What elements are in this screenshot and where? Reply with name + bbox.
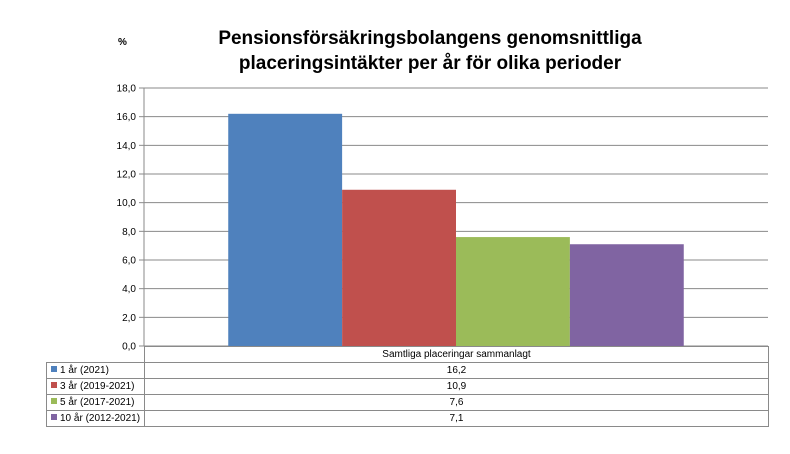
legend-entry: 1 år (2021) — [46, 362, 145, 379]
data-table-row: 5 år (2017-2021) 7,6 — [46, 394, 769, 411]
y-tick-label: 8,0 — [122, 227, 136, 238]
legend-swatch — [51, 398, 57, 405]
bar-2 — [342, 189, 456, 346]
data-value-label: 16,2 — [144, 362, 769, 379]
y-tick-label: 18,0 — [117, 84, 137, 95]
bar-1 — [228, 113, 343, 346]
legend-entry: 3 år (2019-2021) — [46, 378, 145, 395]
y-tick-label: 12,0 — [117, 170, 137, 181]
data-value-label: 7,6 — [144, 394, 769, 411]
y-axis-unit-label: % — [118, 37, 127, 48]
y-tick-label: 10,0 — [117, 198, 137, 209]
data-value-label: 10,9 — [144, 378, 769, 395]
legend-entry: 5 år (2017-2021) — [46, 394, 145, 411]
y-tick-label: 4,0 — [122, 284, 136, 295]
data-table-row: 1 år (2021) 16,2 — [46, 362, 769, 379]
legend-label: 1 år (2021) — [60, 365, 109, 376]
data-table: Samtliga placeringar sammanlagt 1 år (20… — [46, 346, 769, 427]
y-tick-label: 16,0 — [117, 112, 137, 123]
legend-label: 5 år (2017-2021) — [60, 397, 135, 408]
y-tick-label: 2,0 — [122, 313, 136, 324]
legend-swatch — [51, 382, 57, 389]
legend-label: 10 år (2012-2021) — [60, 413, 141, 424]
data-value-label: 7,1 — [144, 410, 769, 427]
legend-label: 3 år (2019-2021) — [60, 381, 135, 392]
chart-title: Pensionsförsäkringsbolangens genomsnittl… — [200, 26, 660, 76]
y-tick-label: 6,0 — [122, 256, 136, 267]
legend-entry: 10 år (2012-2021) — [46, 410, 145, 427]
data-table-corner — [46, 346, 145, 363]
legend-swatch — [51, 414, 57, 421]
chart-title-line-2: placeringsintäkter per år för olika peri… — [238, 53, 622, 74]
data-table-row: 10 år (2012-2021) 7,1 — [46, 410, 769, 427]
bar-3 — [456, 237, 570, 346]
data-table-header-row: Samtliga placeringar sammanlagt — [46, 346, 769, 363]
data-table-row: 3 år (2019-2021) 10,9 — [46, 378, 769, 395]
y-tick-label: 14,0 — [117, 141, 137, 152]
category-label: Samtliga placeringar sammanlagt — [144, 346, 769, 363]
chart-title-line-1: Pensionsförsäkringsbolangens genomsnittl… — [218, 28, 642, 49]
legend-swatch — [51, 366, 57, 373]
bar-4 — [569, 244, 684, 346]
